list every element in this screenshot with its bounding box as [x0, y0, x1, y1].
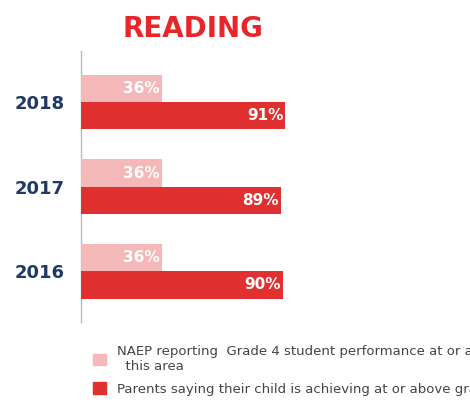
Bar: [81, 271, 283, 298]
Text: 90%: 90%: [244, 278, 281, 293]
Bar: [81, 159, 162, 186]
Legend: NAEP reporting  Grade 4 student performance at or above proficient in
  this are: NAEP reporting Grade 4 student performan…: [88, 340, 470, 401]
Text: 89%: 89%: [242, 193, 279, 208]
Text: 36%: 36%: [123, 166, 160, 181]
Text: 36%: 36%: [123, 250, 160, 265]
Bar: [81, 244, 162, 271]
Bar: [81, 102, 285, 129]
Bar: [81, 75, 162, 102]
Text: 91%: 91%: [247, 108, 283, 123]
Bar: [81, 186, 281, 214]
Title: READING: READING: [123, 15, 264, 43]
Text: 36%: 36%: [123, 81, 160, 96]
